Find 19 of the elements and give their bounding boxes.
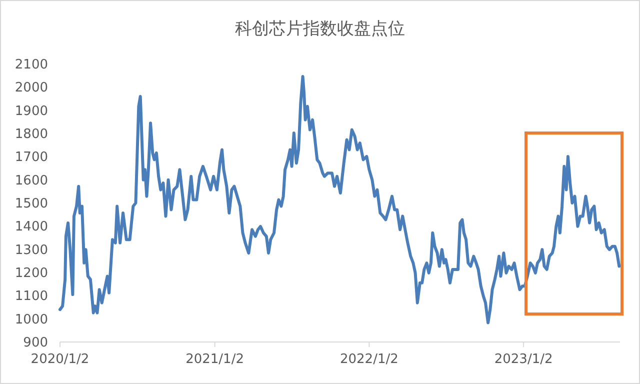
x-tick-label: 2021/1/2 [186, 352, 244, 367]
y-tick-label: 1700 [14, 150, 48, 166]
y-tick-label: 1900 [14, 104, 48, 119]
y-tick-label: 1300 [14, 242, 48, 258]
x-tick-label: 2022/1/2 [340, 352, 398, 367]
y-tick-label: 2100 [14, 58, 48, 72]
y-tick-label: 1800 [14, 127, 48, 142]
y-tick-label: 1100 [14, 289, 48, 304]
x-tick-label: 2020/1/2 [30, 352, 90, 367]
x-tick-label: 2023/1/2 [494, 352, 553, 367]
y-tick-label: 1000 [14, 312, 48, 328]
y-tick-label: 2000 [14, 80, 48, 96]
y-tick-label: 1400 [14, 220, 48, 235]
line-series [58, 75, 621, 324]
y-tick-label: 1500 [14, 196, 48, 212]
y-tick-label: 1600 [14, 173, 48, 188]
y-tick-label: 900 [23, 336, 48, 350]
chart-title: 科创芯片指数收盘点位 [235, 19, 405, 39]
y-tick-label: 1200 [14, 266, 48, 281]
